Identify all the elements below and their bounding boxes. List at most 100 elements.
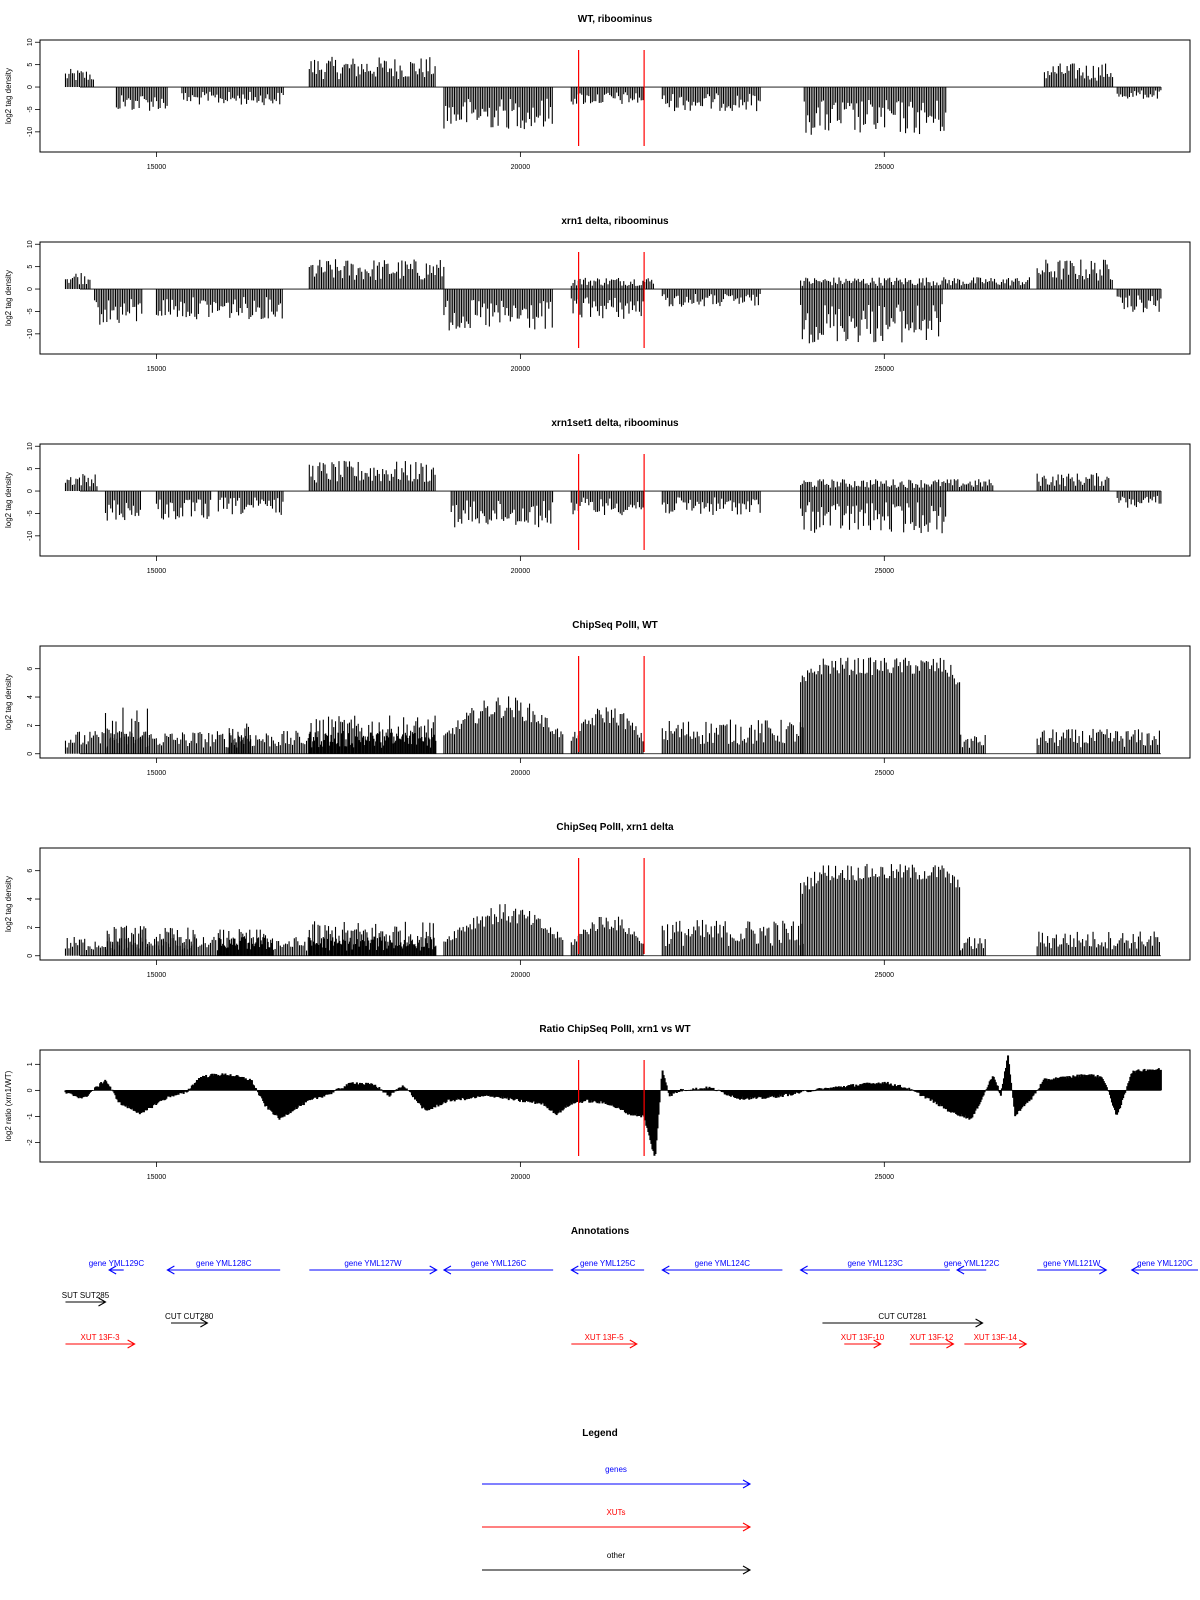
arrow-head-icon xyxy=(1018,1339,1028,1349)
plot-frame xyxy=(39,1049,1191,1163)
plot-frame xyxy=(39,645,1191,759)
arrow-head-icon xyxy=(742,1479,752,1489)
annotation-feature: gene YML129C xyxy=(89,1259,144,1275)
annotation-feature: XUT 13F-10 xyxy=(841,1333,885,1349)
arrow-head-icon xyxy=(799,1265,808,1275)
arrow-head-icon xyxy=(629,1339,638,1349)
annotation-feature: XUT 13F-5 xyxy=(571,1333,638,1349)
feature-label: gene YML123C xyxy=(847,1259,903,1268)
feature-label: gene YML121W xyxy=(1043,1259,1101,1268)
arrow-head-icon xyxy=(166,1265,175,1275)
data-bars xyxy=(64,863,1160,956)
annotation-feature: XUT 13F-12 xyxy=(909,1333,955,1349)
x-tick-label: 25000 xyxy=(875,770,895,777)
feature-label: gene YML124C xyxy=(695,1259,751,1268)
y-tick-label: -2 xyxy=(27,1139,34,1145)
y-tick-label: 5 xyxy=(27,467,34,471)
y-tick-label: 2 xyxy=(27,723,34,727)
annotations-section: Annotations gene YML129C gene YML128C gene… xyxy=(62,1226,1198,1349)
y-tick-label: -5 xyxy=(27,510,34,516)
arrow-head-icon xyxy=(1099,1265,1108,1275)
plot-frame xyxy=(39,241,1191,355)
feature-label: gene YML128C xyxy=(196,1259,252,1268)
y-tick-label: 1 xyxy=(27,1062,34,1066)
track-panel-4: ChipSeq PolII, xrn1 delta log2 tag densit… xyxy=(4,822,1191,979)
feature-label: CUT CUT281 xyxy=(878,1312,927,1321)
legend-items: genes XUTs other xyxy=(482,1465,752,1575)
legend-label: genes xyxy=(605,1465,627,1474)
y-axis-label: log2 tag density xyxy=(4,674,13,730)
arrow-head-icon xyxy=(661,1265,670,1275)
feature-label: XUT 13F-3 xyxy=(81,1333,121,1342)
y-axis-label: log2 tag density xyxy=(4,68,13,124)
annotation-feature: gene YML127W xyxy=(309,1259,438,1275)
data-bars xyxy=(64,56,1162,135)
panel-title: xrn1set1 delta, riboominus xyxy=(551,418,679,429)
y-tick-label: -10 xyxy=(27,127,34,137)
x-tick-label: 15000 xyxy=(147,972,167,979)
feature-label: gene YML120C xyxy=(1137,1259,1193,1268)
x-tick-label: 15000 xyxy=(147,770,167,777)
feature-label: SUT SUT285 xyxy=(62,1291,110,1300)
arrow-head-icon xyxy=(975,1318,984,1328)
annotation-feature: SUT SUT285 xyxy=(62,1291,110,1307)
track-panel-2: xrn1set1 delta, riboominus log2 tag densi… xyxy=(4,418,1191,575)
feature-label: gene YML125C xyxy=(580,1259,636,1268)
arrow-head-icon xyxy=(442,1265,452,1275)
y-tick-label: 6 xyxy=(27,869,34,873)
x-tick-label: 15000 xyxy=(147,366,167,373)
legend-title: Legend xyxy=(582,1428,618,1439)
panel-title: Ratio ChipSeq PolII, xrn1 vs WT xyxy=(539,1024,690,1035)
x-tick-label: 15000 xyxy=(147,1174,167,1181)
y-tick-label: -10 xyxy=(27,329,34,339)
y-tick-label: 2 xyxy=(27,925,34,929)
y-tick-label: 10 xyxy=(27,442,34,450)
y-tick-label: 0 xyxy=(27,954,34,958)
arrow-head-icon xyxy=(108,1265,117,1275)
arrow-head-icon xyxy=(570,1265,579,1275)
track-panel-3: ChipSeq PolII, WT log2 tag density 0 2 4 6 150… xyxy=(4,620,1191,777)
x-tick-label: 20000 xyxy=(511,1174,531,1181)
y-tick-label: 0 xyxy=(27,85,34,89)
data-bars xyxy=(64,259,1162,344)
y-tick-label: 5 xyxy=(27,63,34,67)
arrow-head-icon xyxy=(955,1265,965,1275)
x-tick-label: 15000 xyxy=(147,164,167,171)
y-tick-label: 0 xyxy=(27,489,34,493)
annotation-feature: gene YML126C xyxy=(442,1259,554,1275)
y-tick-label: -1 xyxy=(27,1113,34,1119)
panel-title: WT, riboominus xyxy=(578,14,653,25)
annotations-title: Annotations xyxy=(571,1226,630,1237)
y-tick-label: 6 xyxy=(27,667,34,671)
arrow-head-icon xyxy=(742,1522,752,1532)
y-tick-label: 0 xyxy=(27,752,34,756)
x-tick-label: 20000 xyxy=(511,972,531,979)
panel-title: ChipSeq PolII, xrn1 delta xyxy=(556,822,674,833)
annotation-feature: CUT CUT281 xyxy=(822,1312,984,1328)
feature-label: gene YML122C xyxy=(944,1259,1000,1268)
annotation-feature: gene YML124C xyxy=(661,1259,783,1275)
annotation-items: gene YML129C gene YML128C gene YML127W gene… xyxy=(62,1259,1198,1349)
data-bars xyxy=(64,460,1162,534)
panel-title: xrn1 delta, riboominus xyxy=(561,216,669,227)
legend-item-other: other xyxy=(482,1551,752,1575)
arrow-head-icon xyxy=(98,1297,107,1307)
y-axis-label: log2 tag density xyxy=(4,876,13,932)
y-tick-label: 10 xyxy=(27,38,34,46)
y-tick-label: 5 xyxy=(27,265,34,269)
track-panel-0: WT, riboominus log2 tag density -10 -5 0 5 10 1… xyxy=(4,14,1191,171)
annotation-feature: gene YML125C xyxy=(570,1259,645,1275)
data-bars xyxy=(64,1055,1162,1156)
feature-label: XUT 13F-14 xyxy=(974,1333,1018,1342)
feature-label: gene YML126C xyxy=(471,1259,527,1268)
annotation-feature: gene YML122C xyxy=(944,1259,1000,1275)
y-tick-label: 4 xyxy=(27,695,34,699)
plot-frame xyxy=(39,39,1191,153)
x-tick-label: 20000 xyxy=(511,366,531,373)
annotation-feature: XUT 13F-3 xyxy=(65,1333,136,1349)
panel-title: ChipSeq PolII, WT xyxy=(572,620,658,631)
annotation-feature: CUT CUT280 xyxy=(165,1312,214,1328)
legend-section: Legend genes XUTs other xyxy=(482,1428,752,1575)
